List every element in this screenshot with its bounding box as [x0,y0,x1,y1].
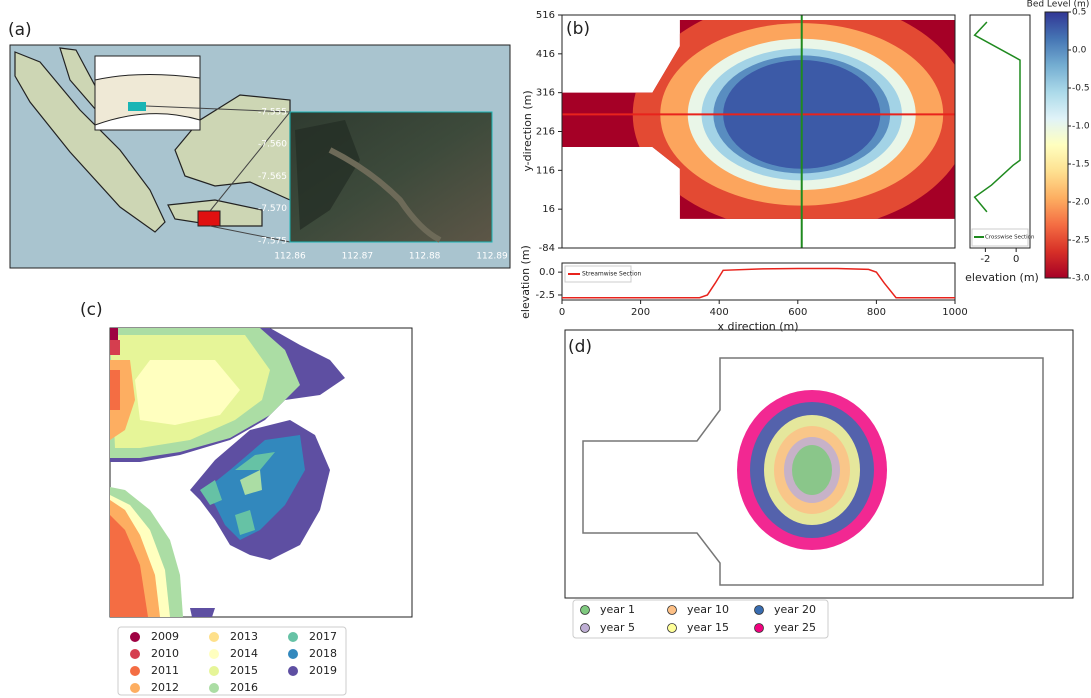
y-tick-label: 416 [536,49,555,60]
panel-label: (a) [8,20,32,40]
legend-marker [755,606,764,615]
colorbar-tick-label: -2.0 [1072,198,1090,208]
point-clouds [737,390,887,550]
legend-label: 2019 [309,664,337,677]
lat-tick-label: -7.570 [258,204,287,214]
y-tick-label: -2.5 [535,290,555,301]
lon-tick-label: 112.89 [476,252,508,262]
point-cloud [792,445,832,495]
colorbar-tick-label: -1.5 [1072,160,1090,170]
legend-label: year 1 [600,603,635,616]
y-tick-label: 216 [536,127,555,138]
x-tick-label: 200 [631,307,650,318]
legend-label: Crosswise Section [985,235,1035,241]
legend-label: Streamwise Section [582,271,641,278]
land-patch [110,340,120,355]
legend-marker [581,606,590,615]
legend-label: 2014 [230,647,258,660]
legend-marker [209,666,219,676]
x-tick-label: 800 [867,307,886,318]
legend-label: year 10 [687,603,729,616]
x-tick-label: 600 [788,307,807,318]
lat-tick-label: -7.565 [258,172,287,182]
legend-marker [130,666,140,676]
colorbar-tick-label: -1.0 [1072,122,1090,132]
legend-label: year 25 [774,621,816,634]
legend-label: 2011 [151,664,179,677]
panel-label: (b) [566,19,590,39]
lat-tick-label: -7.575 [258,236,287,246]
legend-label: 2018 [309,647,337,660]
legend-marker [288,632,298,642]
inset-marker [128,102,146,111]
land-patch [110,328,118,340]
x-tick-label: 0 [1013,254,1019,265]
legend-label: 2015 [230,664,258,677]
lat-tick-label: -7.555 [258,108,287,118]
land-patch [110,370,120,410]
legend-marker [209,649,219,659]
legend-marker [581,624,590,633]
plot-frame [970,15,1030,248]
legend-marker [755,624,764,633]
lon-tick-label: 112.87 [342,252,374,262]
y-tick-label: 516 [536,10,555,21]
lon-tick-label: 112.88 [409,252,441,262]
legend-marker [130,683,140,693]
legend-marker [209,632,219,642]
colorbar-tick-label: 0.0 [1072,46,1087,56]
study-area [198,211,220,226]
panel-a [10,45,510,268]
colorbar-tick-label: -0.5 [1072,84,1090,94]
y-tick-label: 0.0 [539,267,555,278]
colorbar [1045,12,1068,278]
legend-label: 2012 [151,681,179,694]
x-tick-label: 0 [559,307,565,318]
legend-label: 2016 [230,681,258,694]
x-tick-label: -2 [980,254,990,265]
figure: (a) (c) (d) -7.555 -7.560 -7.565 -7.570 -7.5… [0,0,1091,698]
legend-marker [130,649,140,659]
lat-tick-label: -7.560 [258,140,287,150]
legend-marker [130,632,140,642]
x-tick-label: 1000 [942,307,967,318]
colorbar-title: Bed Level (m) [1027,0,1090,10]
legend-marker [668,624,677,633]
legend-label: 2010 [151,647,179,660]
x-axis-title: elevation (m) [965,271,1039,284]
y-tick-label: -84 [539,243,555,254]
legend-label: 2017 [309,630,337,643]
x-tick-label: 400 [710,307,729,318]
panel-label: (c) [80,300,103,320]
legend-marker [209,683,219,693]
colorbar-tick-label: -3.0 [1072,274,1090,284]
legend-marker [288,666,298,676]
x-axis-title: x direction (m) [717,320,798,333]
land-patch [190,608,215,617]
legend-label: 2009 [151,630,179,643]
legend-marker [288,649,298,659]
lon-tick-label: 112.86 [274,252,306,262]
panel-label: (d) [568,337,592,357]
legend-label: year 5 [600,621,635,634]
y-tick-label: 316 [536,88,555,99]
legend-marker [668,606,677,615]
legend-label: 2013 [230,630,258,643]
y-tick-label: 116 [536,165,555,176]
y-axis-title: y-direction (m) [521,90,534,171]
legend-label: year 15 [687,621,729,634]
y-axis-title: elevation (m) [519,245,532,319]
legend-label: year 20 [774,603,816,616]
colorbar-tick-label: -2.5 [1072,236,1090,246]
y-tick-label: 16 [542,204,555,215]
